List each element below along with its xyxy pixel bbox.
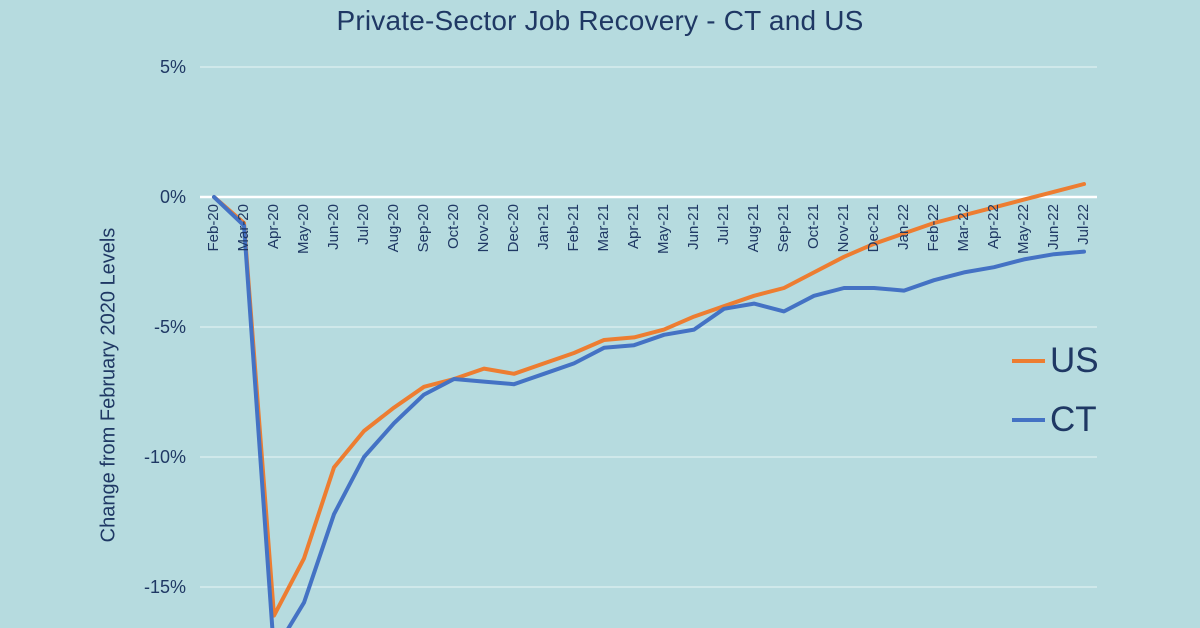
- x-tick-label: Jun-21: [685, 204, 702, 250]
- legend-swatch-icon: [1012, 359, 1045, 363]
- y-tick-label: -10%: [143, 447, 186, 467]
- x-tick-label: Dec-20: [505, 204, 522, 253]
- series-line-ct: [212, 195, 1086, 628]
- x-tick-label: Apr-21: [625, 204, 642, 250]
- x-tick-label: May-22: [1015, 204, 1032, 255]
- y-tick-label: -5%: [153, 317, 186, 337]
- x-tick-label: May-21: [655, 204, 672, 255]
- y-tick-label: 0%: [159, 187, 186, 207]
- x-tick-label: Jan-21: [535, 204, 552, 250]
- x-tick-label: May-20: [295, 204, 312, 255]
- legend-swatch-icon: [1012, 418, 1045, 422]
- x-tick-label: Jun-22: [1045, 204, 1062, 250]
- y-tick-label: 5%: [159, 57, 186, 77]
- x-tick-label: Aug-21: [745, 204, 762, 253]
- x-tick-label: Nov-20: [475, 204, 492, 253]
- series-line-us: [212, 182, 1086, 618]
- x-tick-label: Aug-20: [385, 204, 402, 253]
- x-tick-label: Jun-20: [325, 204, 342, 250]
- x-tick-label: Jan-22: [895, 204, 912, 250]
- x-tick-label: Mar-21: [595, 204, 612, 252]
- x-tick-label: Jul-20: [355, 204, 372, 245]
- x-tick-label: Mar-22: [955, 204, 972, 252]
- x-tick-label: Jul-22: [1075, 204, 1092, 245]
- x-tick-label: Feb-21: [565, 204, 582, 252]
- x-tick-label: Oct-20: [445, 204, 462, 250]
- x-tick-label: Sep-21: [775, 204, 792, 253]
- y-tick-label: -15%: [143, 577, 186, 597]
- x-tick-label: Oct-21: [805, 204, 822, 250]
- x-tick-label: Sep-20: [415, 204, 432, 253]
- legend-label: CT: [1050, 400, 1097, 439]
- x-tick-label: Nov-21: [835, 204, 852, 253]
- chart-title: Private-Sector Job Recovery - CT and US: [336, 5, 864, 36]
- x-tick-label: Dec-21: [865, 204, 882, 253]
- x-tick-label: Apr-20: [265, 204, 282, 250]
- legend-item-ct: CT: [1012, 398, 1097, 442]
- x-tick-label: Mar-20: [235, 204, 252, 252]
- legend-item-us: US: [1012, 339, 1099, 383]
- x-tick-label: Feb-20: [205, 204, 222, 252]
- legend-label: US: [1050, 341, 1099, 380]
- x-tick-label: Jul-21: [715, 204, 732, 245]
- x-tick-label: Feb-22: [925, 204, 942, 252]
- x-tick-label: Apr-22: [985, 204, 1002, 250]
